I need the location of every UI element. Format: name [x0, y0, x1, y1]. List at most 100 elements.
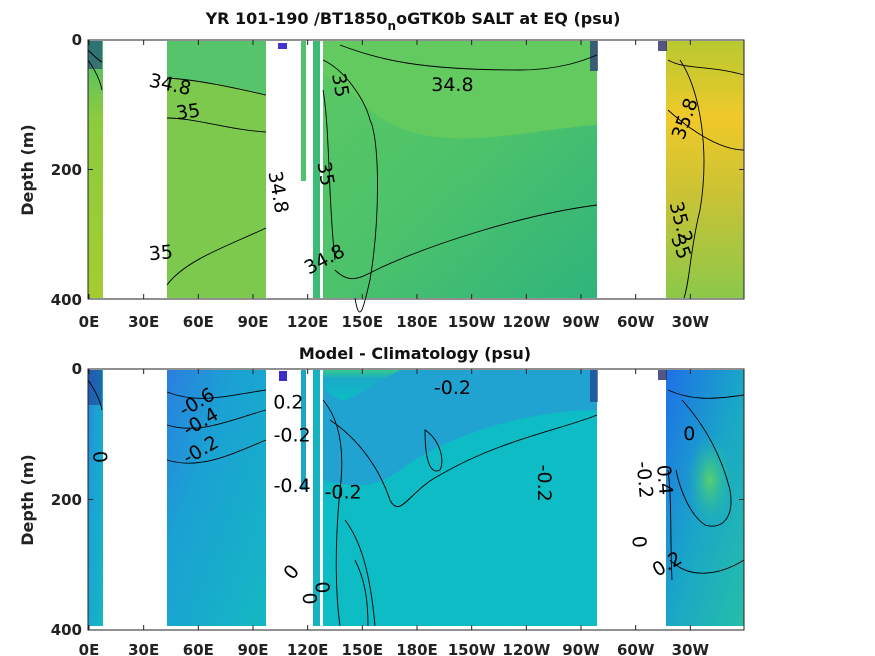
contour-label: 35: [327, 71, 353, 99]
xtick-label: 90W: [562, 313, 600, 331]
contour-label: 0: [310, 581, 333, 595]
xtick-label: 0E: [79, 313, 100, 331]
contour-label: 0: [627, 535, 650, 549]
xtick-label: 90W: [562, 641, 600, 656]
contour-label: 35: [175, 99, 202, 124]
ytick-label-bottom-2: 400: [51, 621, 82, 639]
diff-region-5-west: [323, 370, 400, 400]
contour-top-4: [322, 59, 378, 313]
xtick-label: 60W: [617, 641, 655, 656]
x-ticks-bottom: 0E 30E 60E 90E 120E 150E 180E 150W 120W 90W 60W 30W: [79, 369, 710, 656]
contour-label: 34.8: [263, 169, 292, 214]
ytick-label-top-0: 0: [72, 31, 82, 49]
contour-top-6: [334, 204, 598, 280]
contour-bot-7: [354, 559, 369, 627]
diff-region-2: [167, 370, 266, 626]
contour-bot-3: [166, 439, 267, 464]
contour-top-11: [87, 59, 103, 91]
diff-region-3: [301, 370, 306, 490]
contour-label: 0: [88, 450, 111, 464]
intrusion-dark-4: [658, 41, 667, 51]
contour-bot-4: [322, 399, 343, 627]
xtick-label: 120E: [287, 313, 329, 331]
contour-bot-8: [424, 429, 443, 472]
contour-label: -0.2: [434, 377, 471, 399]
diff-dark-2: [279, 371, 287, 381]
diff-region-5-upper: [323, 370, 597, 486]
field-region-3: [301, 41, 306, 181]
ytick-label-top-1: 200: [51, 161, 82, 179]
contour-bot-5: [329, 414, 598, 507]
xtick-label: 150E: [342, 641, 384, 656]
contour-labels-bottom: 0-0.6-0.4-0.2-0.20.2-0.2-0.4 -0.2000-0.2-…: [88, 377, 695, 606]
xtick-label: 150W: [448, 313, 496, 331]
contour-top-3: [166, 227, 267, 286]
contour-top-7: [322, 89, 336, 261]
plot-area-bottom: [87, 370, 745, 627]
xtick-label: 30E: [128, 641, 159, 656]
ytick-label-top-2: 400: [51, 291, 82, 309]
xtick-label: 60W: [617, 313, 655, 331]
xtick-label: 60E: [183, 641, 214, 656]
x-ticks-top: 0E 30E 60E 90E 120E 150E 180E 150W 120W 90W 60W 30W: [79, 40, 709, 331]
contour-label: 35: [312, 160, 338, 188]
contour-top-5: [339, 44, 598, 71]
xtick-label: 60E: [183, 313, 214, 331]
xtick-label: 180E: [396, 641, 438, 656]
field-region-1: [88, 41, 103, 298]
contour-label: 0: [298, 592, 321, 606]
contour-bot-10: [667, 389, 745, 399]
contour-bot-13: [87, 379, 103, 411]
contour-bot-2: [166, 409, 267, 429]
plot-area-top: [87, 41, 745, 313]
diff-positive-blob: [688, 435, 732, 525]
y-ticks-top: 0 200 400: [51, 31, 744, 309]
xtick-label: 0E: [79, 641, 100, 656]
contour-bot-9: [675, 399, 732, 527]
xtick-label: 120W: [502, 313, 550, 331]
contour-top-9: [667, 109, 745, 151]
panel-top: YR 101-190 /BT1850noGTK0b SALT at EQ (ps…: [18, 9, 745, 331]
contour-bot-12: [667, 469, 673, 581]
contour-top-8: [679, 59, 705, 299]
ytick-label-bottom-1: 200: [51, 491, 82, 509]
y-axis-label-bottom: Depth (m): [18, 454, 37, 546]
contour-label: -0.2: [325, 482, 362, 504]
contour-top-1: [166, 77, 267, 96]
field-region-4: [313, 41, 320, 298]
chart-title-top: YR 101-190 /BT1850noGTK0b SALT at EQ (ps…: [205, 9, 621, 33]
diff-region-4: [313, 370, 320, 626]
xtick-label: 90E: [237, 641, 268, 656]
xtick-label: 120W: [502, 641, 550, 656]
contour-label: -0.4: [274, 475, 311, 497]
contour-top-10: [667, 59, 745, 76]
contour-bot-6: [344, 519, 376, 627]
chart-title-bottom: Model - Climatology (psu): [299, 344, 531, 363]
contour-label: -0.2: [274, 425, 311, 447]
diff-dark-3: [590, 370, 598, 402]
diff-region-1: [88, 370, 103, 626]
xtick-label: 90E: [237, 313, 268, 331]
field-region-6: [666, 41, 744, 298]
contour-label: 0: [279, 561, 304, 584]
ytick-label-bottom-0: 0: [72, 360, 82, 378]
contour-label: 0.2: [273, 391, 303, 413]
diff-dark-1: [88, 370, 102, 405]
diff-dark-4: [658, 370, 667, 380]
field-region-5-upper: [323, 41, 597, 139]
contour-label: -0.2: [632, 460, 657, 499]
contour-top-2: [166, 117, 267, 133]
contour-bot-1: [166, 389, 267, 399]
xtick-label: 30W: [672, 641, 710, 656]
xtick-label: 150E: [342, 313, 384, 331]
contour-label: -0.2: [533, 465, 555, 502]
panel-bottom: Model - Climatology (psu): [18, 344, 745, 656]
y-axis-label-top: Depth (m): [18, 124, 37, 216]
xtick-label: 150W: [448, 641, 496, 656]
xtick-label: 30E: [128, 313, 159, 331]
intrusion-dark-2: [278, 43, 287, 49]
contour-label: 0: [683, 423, 695, 445]
intrusion-dark-1: [88, 41, 102, 69]
contour-top-12: [87, 49, 103, 63]
